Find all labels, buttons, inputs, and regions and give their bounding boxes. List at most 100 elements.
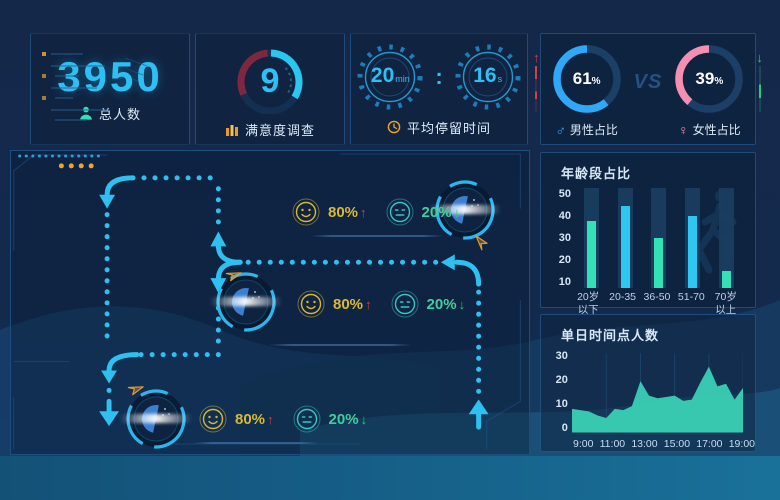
bar [620, 205, 630, 288]
sentiment-row-3: 80% ↑ 20% ↓ [198, 403, 367, 435]
bars-icon [225, 124, 238, 136]
orange-dots-decoration [58, 163, 94, 169]
bottom-band [0, 456, 780, 500]
bar-column [685, 188, 701, 288]
neutral-face-icon [292, 404, 322, 434]
y-tick: 50 [558, 188, 571, 200]
happy-percent: 80% [235, 410, 266, 428]
y-tick: 30 [558, 232, 571, 244]
female-trend-indicator: ↓ [756, 51, 763, 112]
gender-ratio-card: ↑ 61 % ♂ 男性占比 VS [533, 33, 763, 145]
age-bar-chart: 50 40 30 20 10 [553, 188, 743, 288]
y-tick: 20 [555, 374, 568, 386]
happy-face-icon [296, 289, 326, 319]
down-arrow-icon: ↓ [756, 49, 763, 65]
calm-percent: 20% [421, 203, 452, 221]
satisfaction-gauge: 9 [225, 40, 315, 114]
male-donut: 61 % [548, 40, 626, 118]
trend-down-icon: ↓ [458, 296, 466, 312]
stay-minutes-unit: min [395, 73, 410, 84]
calm-percent: 20% [426, 295, 457, 313]
cursor-icon [472, 234, 491, 253]
x-tick: 19:00 [728, 438, 755, 450]
stay-minutes-value: 20 [370, 63, 395, 87]
x-tick: 13:00 [631, 438, 658, 450]
x-tick: 9:00 [573, 438, 594, 450]
time-colon: : [435, 63, 443, 89]
time-chart-y-axis: 30 20 10 0 [553, 350, 572, 434]
age-chart-y-axis: 50 40 30 20 10 [553, 188, 575, 288]
x-tick: 11:00 [599, 438, 626, 450]
x-tick: 15:00 [663, 438, 691, 450]
trend-down-icon: ↓ [453, 204, 461, 220]
bar-column [584, 188, 600, 288]
calm-percent: 20% [328, 410, 359, 428]
happy-percent: 80% [333, 295, 364, 313]
bar [654, 238, 664, 288]
bar-column [617, 188, 633, 288]
satisfaction-value: 9 [260, 62, 280, 100]
happy-percent: 80% [328, 203, 359, 221]
female-percent-sign: % [714, 76, 724, 87]
female-donut: 39 % [670, 40, 748, 118]
y-tick: 20 [558, 254, 571, 266]
trend-up-icon: ↑ [365, 296, 372, 312]
satisfaction-label: 满意度调查 [244, 122, 315, 138]
y-tick: 10 [558, 276, 571, 288]
person-icon [80, 106, 92, 120]
trend-up-icon: ↑ [360, 204, 367, 220]
total-visitors-label: 总人数 [98, 106, 141, 122]
stay-minutes-ring: 20 min [355, 42, 425, 112]
vs-text: VS [633, 70, 663, 93]
age-chart-plot [575, 188, 743, 288]
age-chart-title: 年龄段占比 [561, 166, 632, 181]
time-chart-title: 单日时间点人数 [561, 328, 660, 343]
y-tick: 30 [555, 350, 568, 362]
male-icon: ♂ [555, 121, 566, 138]
clock-icon [387, 120, 401, 134]
stay-seconds-unit: s [497, 73, 503, 84]
bar-column [651, 188, 667, 288]
stay-seconds-ring: 16 s [453, 42, 523, 112]
code-lines-decoration [42, 52, 148, 121]
time-chart-plot [571, 353, 743, 433]
total-visitors-card: 3950 总人数 [30, 33, 190, 145]
male-percent-sign: % [591, 76, 601, 87]
happy-face-icon [198, 404, 228, 434]
bar [587, 220, 597, 288]
row-underline [269, 344, 411, 346]
male-percent-value: 61 [572, 69, 592, 88]
male-ratio-label: 男性占比 [569, 123, 618, 137]
age-distribution-card: 年龄段占比 50 40 30 20 10 20岁 以下 20-35 36-50 51-70 70… [540, 152, 756, 316]
up-arrow-icon: ↑ [533, 49, 540, 65]
stay-seconds-value: 16 [473, 63, 497, 87]
female-ratio-label: 女性占比 [692, 123, 741, 137]
neutral-face-icon [390, 289, 420, 319]
trend-up-icon: ↑ [267, 411, 274, 427]
female-icon: ♀ [678, 121, 689, 138]
daily-visitors-card: 单日时间点人数 30 20 10 0 9:00 11:00 13:00 15:00 17:00… [540, 314, 756, 452]
total-visitors-value: 3950 [57, 52, 163, 100]
row-underline [193, 442, 318, 444]
visitor-flow-panel: 80% ↑ 20% ↓ 80% ↑ 20% ↓ 80% ↑ 20% ↓ [10, 150, 530, 455]
bar [688, 215, 698, 288]
sentiment-row-2: 80% ↑ 20% ↓ [296, 288, 465, 320]
time-chart-x-labels: 9:00 11:00 13:00 15:00 17:00 19:00 [573, 438, 755, 450]
neutral-face-icon [385, 197, 415, 227]
male-trend-indicator: ↑ [533, 51, 540, 112]
row-underline [311, 235, 443, 237]
sentiment-row-1: 80% ↑ 20% ↓ [291, 196, 460, 228]
y-tick: 40 [558, 210, 571, 222]
y-tick: 0 [561, 422, 568, 434]
time-area-chart: 30 20 10 0 [553, 350, 743, 436]
y-tick: 10 [555, 398, 568, 410]
flow-node-2 [210, 270, 282, 334]
female-percent-value: 39 [695, 69, 715, 88]
satisfaction-card: 9 满意度调查 [195, 33, 345, 145]
stay-time-label: 平均停留时间 [406, 120, 491, 136]
x-tick: 17:00 [696, 438, 723, 450]
happy-face-icon [291, 197, 321, 227]
bar [721, 270, 731, 288]
trend-down-icon: ↓ [360, 411, 368, 427]
